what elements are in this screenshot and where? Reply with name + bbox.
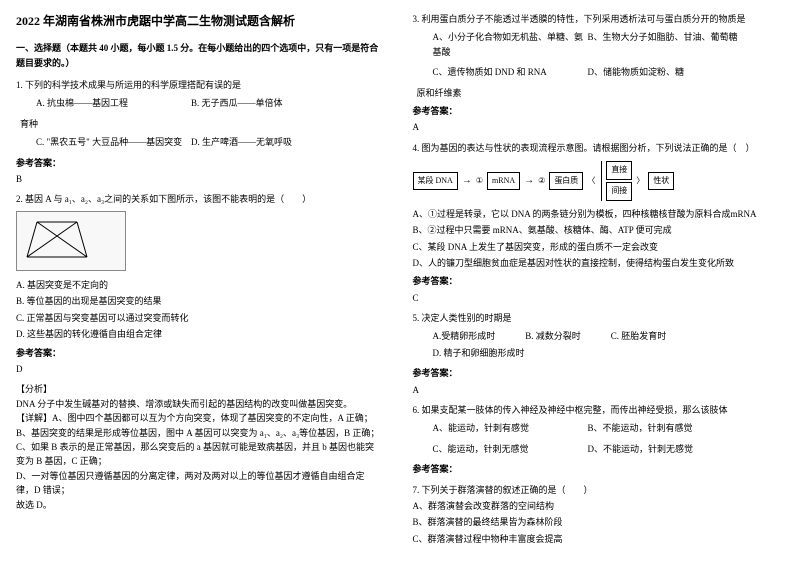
q5-answer: A bbox=[413, 383, 778, 397]
q6-options-1: A、能运动，针刺有感觉 B、不能运动，针刺有感觉 bbox=[433, 421, 778, 437]
q1-options-2: C. "黑农五号" 大豆品种——基因突变 D. 生产啤酒——无氧呼吸 bbox=[36, 135, 381, 151]
q4-option-a: A、①过程是转录，它以 DNA 的两条链分别为模板，四种核糖核苷酸为原料合成mR… bbox=[413, 207, 778, 221]
flow-bracket-close: 〉 bbox=[636, 175, 644, 188]
flow-indirect-box: 间接 bbox=[606, 182, 632, 201]
q4-answer: C bbox=[413, 291, 778, 305]
q5-option-d: D. 精子和卵细胞形成时 bbox=[433, 346, 525, 360]
q7-option-a: A、群落演替会改变群落的空间结构 bbox=[413, 499, 778, 513]
flow-num-1: ① bbox=[476, 175, 483, 188]
flow-mrna-box: mRNA bbox=[487, 172, 520, 191]
q3-answer-label: 参考答案： bbox=[413, 104, 778, 118]
q5-option-c: C. 胚胎发育时 bbox=[611, 329, 667, 343]
q6-options-2: C、能运动，针刺无感觉 D、不能运动，针刺无感觉 bbox=[433, 442, 778, 458]
q4-option-b: B、②过程中只需要 mRNA、氨基酸、核糖体、酶、ATP 便可完成 bbox=[413, 223, 778, 237]
q1-options: A. 抗虫棉——基因工程 B. 无子西瓜——单倍体 bbox=[36, 96, 381, 112]
q2-conclusion: 故选 D。 bbox=[16, 498, 381, 512]
q6-answer-label: 参考答案： bbox=[413, 462, 778, 476]
q6-stem: 6. 如果支配某一肢体的传入神经及神经中枢完整，而传出神经受损，那么该肢体 bbox=[413, 403, 778, 417]
flow-protein-box: 蛋白质 bbox=[549, 172, 583, 191]
flow-arrow-2: → bbox=[524, 173, 534, 189]
question-3: 3. 利用蛋白质分子不能透过半透膜的特性，下列采用透析法可与蛋白质分开的物质是 … bbox=[413, 12, 778, 135]
q2-stem: 2. 基因 A 与 a₁、a₂、a₃之间的关系如下图所示，该图不能表明的是（ ） bbox=[16, 192, 381, 206]
q5-options: A.受精卵形成时 B. 减数分裂时 C. 胚胎发育时 D. 精子和卵细胞形成时 bbox=[433, 329, 778, 362]
q6-option-b: B、不能运动，针刺有感觉 bbox=[588, 421, 743, 435]
q2-analysis-c: C、如果 B 表示的是正常基因，那么突变后的 a 基因就可能是致病基因，并且 b… bbox=[16, 440, 381, 469]
q7-option-c: C、群落演替过程中物种丰富度会提高 bbox=[413, 532, 778, 546]
q2-option-c: C. 正常基因与突变基因可以通过突变而转化 bbox=[16, 311, 381, 325]
q2-analysis-1: DNA 分子中发生碱基对的替换、增添或缺失而引起的基因结构的改变叫做基因突变。 bbox=[16, 397, 381, 411]
q3-option-c: C、遗传物质如 DND 和 RNA bbox=[433, 65, 588, 79]
left-column: 2022 年湖南省株洲市虎踞中学高二生物测试题含解析 一、选择题（本题共 40 … bbox=[0, 0, 397, 561]
q4-flow-diagram: 某段 DNA → ① mRNA → ② 蛋白质 〈 直接 间接 〉 性状 bbox=[413, 161, 778, 201]
q7-option-b: B、群落演替的最终结果皆为森林阶段 bbox=[413, 515, 778, 529]
flow-arrow-1: → bbox=[462, 173, 472, 189]
q3-option-d: D、储能物质如淀粉、糖 bbox=[588, 65, 743, 79]
flow-bracket: 直接 间接 bbox=[601, 161, 632, 201]
flow-bracket-open: 〈 bbox=[587, 175, 595, 188]
q5-stem: 5. 决定人类性别的时期是 bbox=[413, 311, 778, 325]
q2-analysis-b: B、基因突变的结果是形成等位基因，图中 A 基因可以突变为 a₁、a₂、a₃等位… bbox=[16, 426, 381, 440]
question-2: 2. 基因 A 与 a₁、a₂、a₃之间的关系如下图所示，该图不能表明的是（ ）… bbox=[16, 192, 381, 512]
q1-answer: B bbox=[16, 172, 381, 186]
flow-trait-box: 性状 bbox=[648, 172, 674, 191]
q2-diagram bbox=[16, 211, 126, 271]
q4-answer-label: 参考答案： bbox=[413, 274, 778, 288]
right-column: 3. 利用蛋白质分子不能透过半透膜的特性，下列采用透析法可与蛋白质分开的物质是 … bbox=[397, 0, 793, 561]
q1-option-b: B. 无子西瓜——单倍体 bbox=[191, 96, 346, 110]
q1-stem: 1. 下列的科学技术成果与所运用的科学原理搭配有误的是 bbox=[16, 78, 381, 92]
section-header: 一、选择题（本题共 40 小题，每小题 1.5 分。在每小题给出的四个选项中，只… bbox=[16, 41, 381, 70]
question-4: 4. 图为基因的表达与性状的表现流程示意图。请根据图分析，下列说法正确的是（ ）… bbox=[413, 141, 778, 305]
q4-option-c: C、某段 DNA 上发生了基因突变，形成的蛋白质不一定会改变 bbox=[413, 240, 778, 254]
flow-num-2: ② bbox=[538, 175, 545, 188]
q3-option-a: A、小分子化合物如无机盐、单糖、氨基酸 bbox=[433, 30, 588, 59]
q1-option-a: A. 抗虫棉——基因工程 bbox=[36, 96, 191, 110]
flow-direct-box: 直接 bbox=[606, 161, 632, 180]
q2-answer: D bbox=[16, 362, 381, 376]
q3-option-d-cont: 原和纤维素 bbox=[417, 86, 778, 100]
q1-option-c: C. "黑农五号" 大豆品种——基因突变 bbox=[36, 135, 191, 149]
question-7: 7. 下列关于群落演替的叙述正确的是（ ） A、群落演替会改变群落的空间结构 B… bbox=[413, 483, 778, 547]
q5-option-a: A.受精卵形成时 bbox=[433, 329, 496, 343]
q1-option-d: D. 生产啤酒——无氧呼吸 bbox=[191, 135, 346, 149]
question-1: 1. 下列的科学技术成果与所运用的科学原理搭配有误的是 A. 抗虫棉——基因工程… bbox=[16, 78, 381, 186]
question-6: 6. 如果支配某一肢体的传入神经及神经中枢完整，而传出神经受损，那么该肢体 A、… bbox=[413, 403, 778, 477]
q2-diagram-svg bbox=[17, 212, 127, 272]
q2-option-d: D. 这些基因的转化遵循自由组合定律 bbox=[16, 327, 381, 341]
q3-option-b: B、生物大分子如脂肪、甘油、葡萄糖 bbox=[588, 30, 743, 59]
q2-answer-label: 参考答案： bbox=[16, 346, 381, 360]
q7-stem: 7. 下列关于群落演替的叙述正确的是（ ） bbox=[413, 483, 778, 497]
q2-analysis-label: 【分析】 bbox=[16, 382, 381, 396]
q2-option-b: B. 等位基因的出现是基因突变的结果 bbox=[16, 294, 381, 308]
q3-stem: 3. 利用蛋白质分子不能透过半透膜的特性，下列采用透析法可与蛋白质分开的物质是 bbox=[413, 12, 778, 26]
q3-answer: A bbox=[413, 120, 778, 134]
q1-answer-label: 参考答案： bbox=[16, 156, 381, 170]
q4-option-d: D、人的镰刀型细胞贫血症是基因对性状的直接控制，使得结构蛋白发生变化所致 bbox=[413, 256, 778, 270]
q6-option-d: D、不能运动，针刺无感觉 bbox=[588, 442, 743, 456]
q6-option-c: C、能运动，针刺无感觉 bbox=[433, 442, 588, 456]
q4-stem: 4. 图为基因的表达与性状的表现流程示意图。请根据图分析，下列说法正确的是（ ） bbox=[413, 141, 778, 155]
q5-answer-label: 参考答案： bbox=[413, 366, 778, 380]
q3-options-1: A、小分子化合物如无机盐、单糖、氨基酸 B、生物大分子如脂肪、甘油、葡萄糖 bbox=[433, 30, 778, 61]
question-5: 5. 决定人类性别的时期是 A.受精卵形成时 B. 减数分裂时 C. 胚胎发育时… bbox=[413, 311, 778, 397]
flow-dna-box: 某段 DNA bbox=[413, 172, 458, 191]
q1-option-b-cont: 育种 bbox=[20, 117, 381, 131]
exam-title: 2022 年湖南省株洲市虎踞中学高二生物测试题含解析 bbox=[16, 12, 381, 31]
q2-option-a: A. 基因突变是不定向的 bbox=[16, 278, 381, 292]
q2-analysis-d: D、一对等位基因只遵循基因的分离定律，两对及两对以上的等位基因才遵循自由组合定律… bbox=[16, 469, 381, 498]
q6-option-a: A、能运动，针刺有感觉 bbox=[433, 421, 588, 435]
q2-analysis-a: 【详解】A、图中四个基因都可以互为个方向突变，体现了基因突变的不定向性，A 正确… bbox=[16, 411, 381, 425]
q3-options-2: C、遗传物质如 DND 和 RNA D、储能物质如淀粉、糖 bbox=[433, 65, 778, 81]
q5-option-b: B. 减数分裂时 bbox=[525, 329, 581, 343]
